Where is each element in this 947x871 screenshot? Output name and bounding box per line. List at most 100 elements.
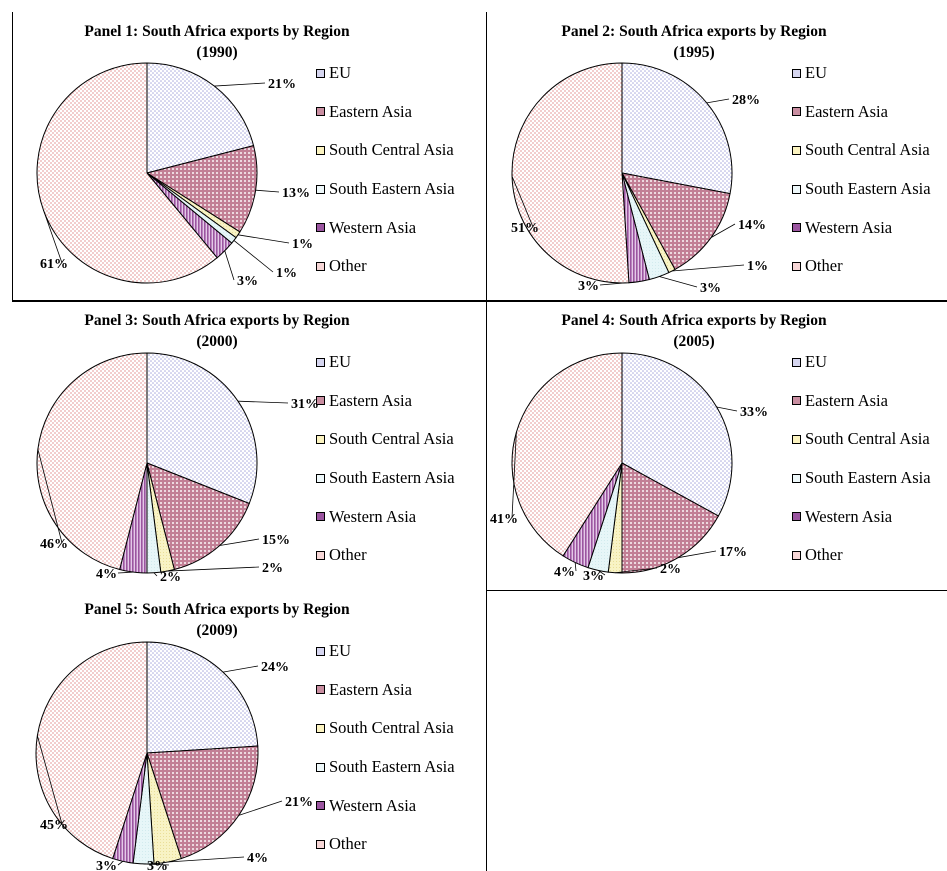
legend-swatch — [792, 68, 801, 78]
label-leader-line — [143, 863, 170, 866]
label-leader-line — [233, 240, 274, 273]
legend-item-eu: EU — [316, 54, 455, 93]
label-leader-line — [706, 98, 730, 104]
pie-chart-4: 33% 17% 2% 3% 4% 41% — [490, 352, 768, 584]
legend-swatch — [316, 145, 325, 155]
legend-item-south-eastern-asia: South Eastern Asia — [316, 459, 455, 498]
legend-swatch — [316, 839, 325, 849]
legend-swatch — [316, 223, 325, 233]
legend-swatch — [316, 762, 325, 772]
legend-swatch — [316, 473, 325, 483]
legend-item-eastern-asia: Eastern Asia — [792, 93, 931, 132]
label-leader-line — [222, 665, 259, 673]
frame-divider-vertical — [486, 12, 487, 871]
legend-item-western-asia: Western Asia — [316, 497, 455, 536]
legend-label: Western Asia — [329, 795, 417, 815]
legend: EU Eastern Asia South Central Asia South Ea… — [316, 632, 455, 864]
data-label-south-central-asia: 1% — [747, 259, 768, 274]
legend-item-western-asia: Western Asia — [316, 786, 455, 825]
data-label-south-central-asia: 1% — [292, 237, 313, 252]
label-leader-line — [677, 550, 717, 559]
panel-title: Panel 1: South Africa exports by Region … — [84, 23, 350, 61]
legend-swatch — [316, 107, 325, 117]
label-leader-line — [37, 449, 63, 544]
legend-item-south-eastern-asia: South Eastern Asia — [792, 170, 931, 209]
legend-label: Eastern Asia — [329, 101, 412, 121]
data-label-other: 45% — [40, 818, 68, 833]
legend-swatch — [316, 357, 325, 367]
legend-swatch — [316, 434, 325, 444]
label-leader-line — [511, 432, 517, 519]
data-label-south-central-asia: 2% — [262, 561, 283, 576]
label-leader-line — [36, 735, 63, 825]
legend-item-western-asia: Western Asia — [792, 208, 931, 247]
legend-item-south-central-asia: South Central Asia — [316, 709, 455, 748]
legend-item-other: Other — [792, 536, 931, 575]
legend-item-south-central-asia: South Central Asia — [316, 131, 455, 170]
data-label-western-asia: 3% — [578, 279, 599, 294]
label-leader-line — [671, 264, 745, 272]
legend-label: EU — [329, 641, 351, 661]
data-label-other: 61% — [40, 257, 68, 272]
legend-item-eastern-asia: Eastern Asia — [316, 93, 455, 132]
legend-label: Other — [805, 545, 843, 565]
legend-label: Western Asia — [329, 217, 417, 237]
data-label-other: 41% — [490, 512, 518, 527]
legend-item-western-asia: Western Asia — [792, 497, 931, 536]
pie-panel-4: Panel 4: South Africa exports by Region … — [486, 290, 947, 590]
legend-swatch — [792, 550, 801, 560]
data-label-eu: 31% — [291, 397, 319, 412]
label-leader-line — [615, 567, 658, 574]
label-leader-line — [255, 189, 280, 193]
legend-label: South Eastern Asia — [329, 468, 455, 488]
pie-chart-5: 24% 21% 4% 3% 3% 45% — [35, 641, 313, 871]
legend-swatch — [316, 396, 325, 406]
data-label-western-asia: 4% — [554, 565, 575, 580]
label-leader-line — [237, 400, 289, 404]
legend-swatch — [316, 646, 325, 656]
legend-swatch — [316, 723, 325, 733]
legend-label: South Central Asia — [329, 718, 454, 738]
pie-panel-1: Panel 1: South Africa exports by Region … — [0, 0, 486, 300]
label-leader-line — [659, 276, 698, 288]
legend-item-eu: EU — [316, 632, 455, 671]
pie-panel-5: Panel 5: South Africa exports by Region … — [0, 580, 486, 871]
label-leader-line — [511, 176, 534, 228]
data-label-western-asia: 4% — [96, 567, 117, 582]
data-label-western-asia: 3% — [237, 274, 258, 289]
frame-left-edge — [12, 12, 13, 302]
data-label-other: 51% — [511, 221, 539, 236]
legend-item-eastern-asia: Eastern Asia — [792, 382, 931, 421]
data-label-eu: 28% — [732, 93, 760, 108]
panel-title: Panel 2: South Africa exports by Region … — [561, 23, 827, 61]
legend-label: EU — [805, 63, 827, 83]
legend-label: South Eastern Asia — [329, 179, 455, 199]
label-leader-line — [710, 223, 736, 239]
legend-swatch — [316, 261, 325, 271]
legend-label: South Central Asia — [805, 429, 930, 449]
legend-item-south-central-asia: South Central Asia — [792, 420, 931, 459]
label-leader-line — [219, 538, 260, 546]
pie-slice-eu — [621, 62, 733, 195]
label-leader-line — [117, 571, 134, 574]
data-label-south-central-asia: 4% — [247, 851, 268, 866]
legend-item-south-eastern-asia: South Eastern Asia — [792, 459, 931, 498]
panel-title: Panel 4: South Africa exports by Region … — [561, 312, 827, 350]
legend-label: Other — [329, 545, 367, 565]
data-label-eastern-asia: 17% — [719, 545, 747, 560]
legend-label: Eastern Asia — [329, 390, 412, 410]
label-leader-line — [237, 234, 290, 244]
legend-label: EU — [805, 352, 827, 372]
legend-item-eastern-asia: Eastern Asia — [316, 382, 455, 421]
label-leader-line — [214, 82, 266, 87]
pie-slice-eastern-asia — [146, 462, 250, 571]
data-label-south-eastern-asia: 2% — [160, 570, 181, 585]
legend-label: Eastern Asia — [329, 679, 412, 699]
pie-slice-eastern-asia — [146, 745, 259, 860]
legend-label: EU — [329, 352, 351, 372]
legend-label: Eastern Asia — [805, 390, 888, 410]
legend-label: Western Asia — [805, 217, 893, 237]
pie-panel-2: Panel 2: South Africa exports by Region … — [486, 0, 947, 300]
pie-chart-3: 31% 15% 2% 2% 4% 46% — [36, 352, 319, 585]
legend-label: EU — [329, 63, 351, 83]
